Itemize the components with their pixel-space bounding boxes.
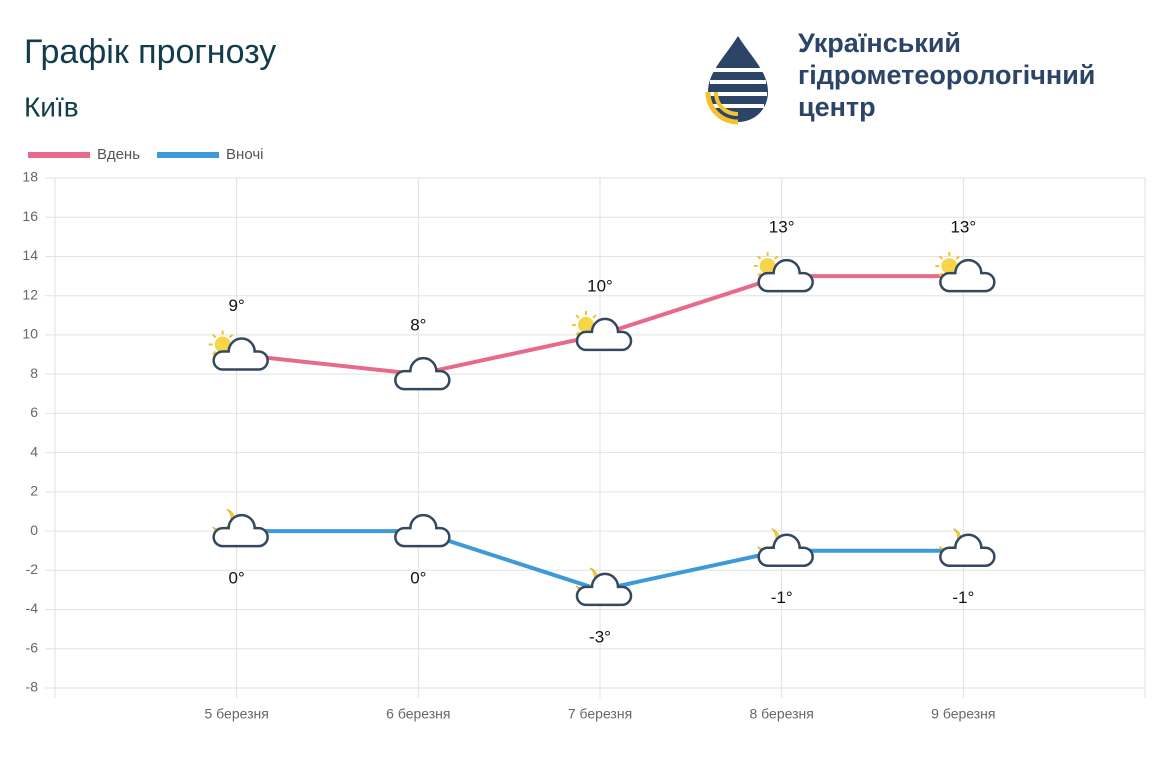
y-tick-label: 10 (22, 326, 38, 342)
x-tick-label: 5 березня (205, 706, 269, 722)
data-label: 13° (769, 218, 795, 237)
subtitle: Київ (24, 91, 79, 122)
weather-icon (394, 513, 451, 548)
cloud (212, 337, 269, 371)
plot: -8 -6 -4 -2 0 2 4 6 8 10 12 14 16 18 5 березня 6 березн… (22, 146, 1146, 722)
logo-mark (705, 36, 768, 125)
cloud (939, 533, 996, 567)
y-tick-label: 14 (22, 247, 38, 263)
weather-icon (757, 528, 814, 567)
y-tick-label: -2 (26, 561, 39, 577)
y-tick-label: 0 (30, 522, 38, 538)
y-tick-label: -8 (26, 679, 39, 695)
y-tick-label: 4 (30, 443, 38, 459)
data-label: 9° (229, 296, 245, 315)
data-label: -3° (589, 627, 611, 646)
sun-ray (212, 333, 217, 339)
cloud (394, 356, 451, 391)
logo-arc (705, 91, 739, 125)
cloud (575, 317, 633, 352)
y-tick-label: -6 (26, 639, 39, 655)
data-label: 0° (229, 569, 245, 588)
cloud (212, 513, 269, 548)
sun-ray (938, 255, 943, 260)
data-label: 13° (950, 218, 976, 237)
y-tick-label: 12 (22, 286, 38, 302)
legend-label: Вночі (226, 146, 263, 163)
y-tick-label: 2 (30, 483, 38, 499)
sun-ray (757, 255, 762, 260)
data-label: -1° (952, 588, 974, 607)
sun-ray (212, 350, 217, 356)
weather-icon (753, 252, 814, 293)
logo-arc (714, 91, 739, 116)
sun (578, 316, 594, 333)
sun-ray (938, 272, 943, 277)
y-tick-label: 18 (22, 169, 38, 185)
data-label: 8° (410, 316, 426, 335)
sun (759, 258, 776, 275)
logo-text: центр (798, 92, 876, 122)
sun (941, 258, 958, 275)
cloud (575, 572, 633, 607)
data-label: -1° (771, 588, 793, 607)
weather-icon (572, 310, 633, 352)
cloud (757, 258, 814, 293)
logo-stripes (709, 68, 767, 108)
y-tick-label: -4 (26, 600, 39, 616)
sun-ray (757, 272, 762, 277)
cloud (394, 513, 451, 548)
logo-text: гідрометеорологічний (798, 60, 1095, 90)
sun-ray (575, 331, 580, 336)
cloud (939, 258, 996, 293)
y-tick-label: 8 (30, 365, 38, 381)
weather-icon (935, 252, 996, 293)
title: Графік прогнозу (24, 33, 276, 71)
y-tick-label: 16 (22, 208, 38, 224)
logo-text: Український (798, 28, 961, 58)
sun-ray (592, 314, 597, 319)
x-tick-label: 8 березня (750, 706, 814, 722)
logo-drop (708, 36, 768, 122)
weather-icon (575, 567, 633, 607)
y-tick-label: 6 (30, 404, 38, 420)
weather-icon (938, 528, 996, 567)
x-tick-label: 7 березня (568, 706, 632, 722)
weather-icon (394, 356, 451, 391)
data-label: 0° (410, 569, 426, 588)
sun-ray (774, 255, 779, 260)
x-tick-label: 6 березня (386, 706, 450, 722)
weather-icon (212, 508, 269, 548)
cloud (757, 533, 814, 567)
sun-ray (229, 333, 234, 339)
x-tick-label: 9 березня (931, 706, 995, 722)
sun-ray (575, 314, 580, 319)
legend-label: Вдень (97, 146, 140, 163)
sun-ray (955, 255, 960, 260)
data-label: 10° (587, 276, 613, 295)
weather-icon (208, 330, 269, 371)
sun (214, 336, 231, 353)
